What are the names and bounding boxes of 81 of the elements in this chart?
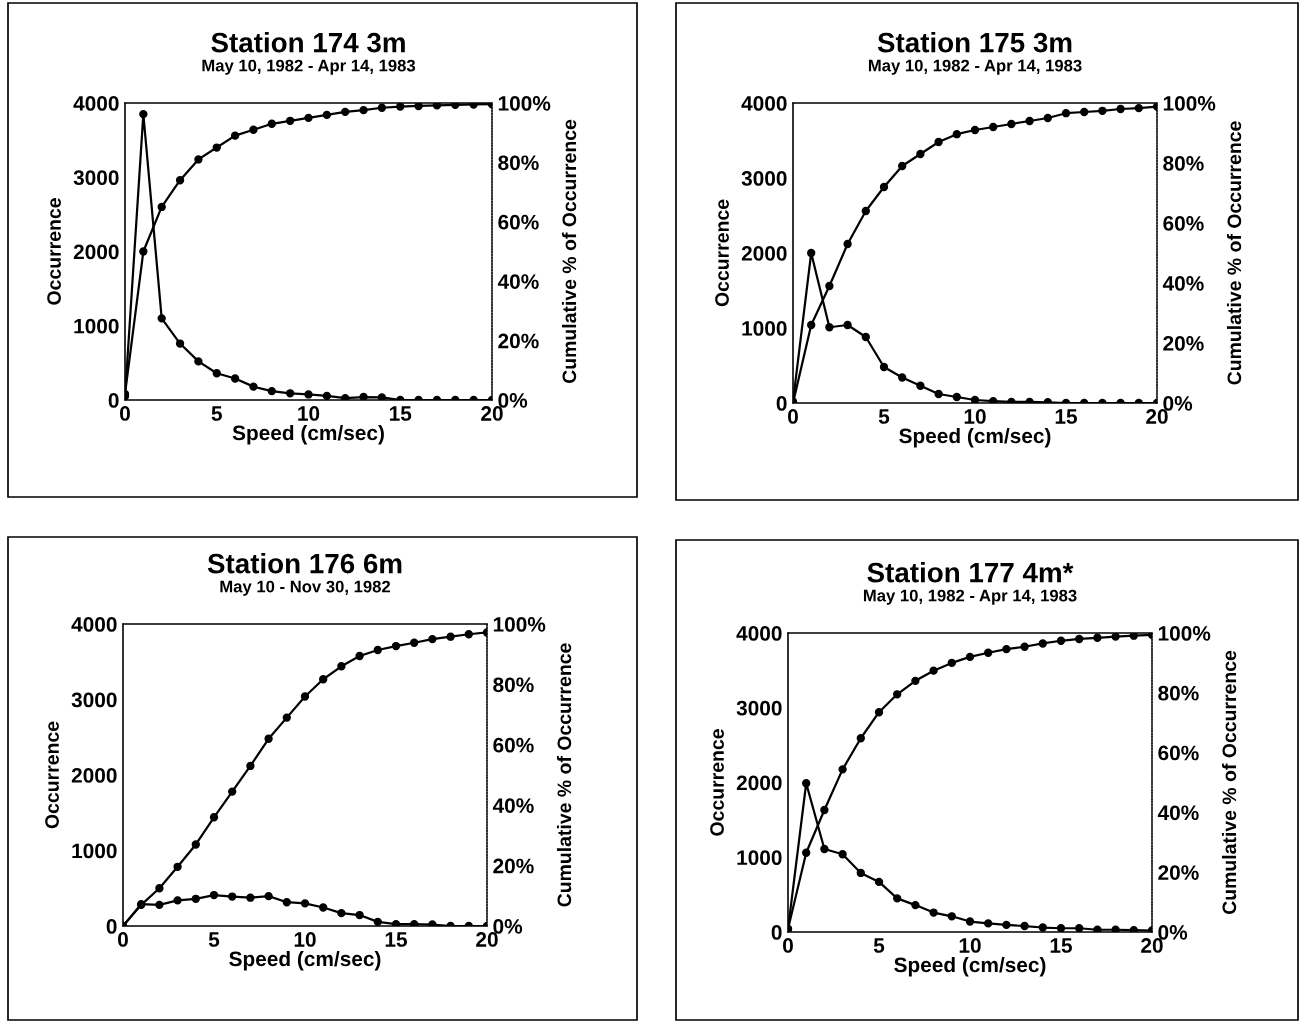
- y2-tick-label: 100%: [498, 96, 551, 111]
- chart-title: Station 177 4m*: [867, 562, 1074, 583]
- x-tick-label: 0: [788, 409, 798, 424]
- y-tick-label: 0: [108, 393, 119, 408]
- x-tick-label: 10: [959, 938, 981, 953]
- y2-tick-label: 60%: [493, 737, 534, 753]
- y-tick-label: 0: [106, 919, 117, 934]
- x-axis-title: Speed (cm/sec): [232, 424, 384, 445]
- x-tick-label: 5: [873, 938, 885, 953]
- y-tick-label: 3000: [71, 692, 117, 708]
- y2-tick-label: 60%: [498, 214, 539, 230]
- y-tick-label: 3000: [736, 700, 782, 716]
- chart-subtitle: May 10, 1982 - Apr 14, 1983: [868, 59, 1082, 75]
- y2-axis-title: Cumulative % of Occurrence: [556, 643, 572, 907]
- y2-axis-title: Cumulative % of Occurrence: [561, 119, 577, 384]
- y-axis-title: Occurrence: [47, 198, 61, 305]
- y2-tick-label: 100%: [1158, 626, 1211, 641]
- x-tick-label: 10: [294, 932, 316, 947]
- x-axis-title: Speed (cm/sec): [899, 427, 1051, 448]
- y-tick-label: 0: [776, 396, 787, 411]
- x-tick-label: 20: [481, 406, 503, 421]
- x-tick-label: 15: [1050, 938, 1073, 953]
- x-tick-label: 10: [298, 406, 320, 421]
- y2-tick-label: 100%: [493, 617, 546, 632]
- y-tick-label: 4000: [71, 617, 117, 632]
- y-tick-label: 4000: [736, 626, 782, 641]
- chart-title: Station 175 3m: [877, 32, 1072, 53]
- y2-tick-label: 80%: [493, 677, 534, 693]
- y-tick-label: 1000: [737, 850, 782, 865]
- y2-tick-label: 0%: [1158, 925, 1188, 940]
- y2-axis-title: Cumulative % of Occurrence: [1226, 121, 1242, 385]
- y2-tick-label: 80%: [498, 155, 539, 171]
- y-tick-label: 4000: [741, 96, 787, 111]
- y2-axis-title: Cumulative % of Occurrence: [1221, 650, 1237, 915]
- y-tick-label: 2000: [741, 246, 787, 261]
- y-tick-label: 4000: [73, 96, 119, 111]
- chart-title: Station 176 6m: [207, 553, 402, 574]
- y-axis-title: Occurrence: [710, 729, 724, 836]
- x-tick-label: 20: [1146, 409, 1168, 424]
- x-tick-label: 5: [211, 406, 222, 421]
- y2-tick-label: 40%: [492, 798, 534, 813]
- x-tick-label: 15: [385, 932, 408, 947]
- y2-tick-label: 100%: [1163, 96, 1216, 111]
- y2-tick-label: 60%: [1158, 745, 1199, 761]
- x-tick-label: 5: [878, 409, 890, 424]
- y-axis-title: Occurrence: [715, 199, 729, 307]
- y-axis-title: Occurrence: [45, 721, 59, 829]
- y-tick-label: 3000: [73, 170, 119, 186]
- chart-title: Station 174 3m: [211, 32, 405, 53]
- y-tick-label: 1000: [742, 321, 787, 336]
- x-tick-label: 20: [476, 932, 498, 947]
- y2-tick-label: 80%: [1158, 685, 1199, 701]
- y2-tick-label: 40%: [1162, 276, 1204, 291]
- y2-tick-label: 40%: [497, 274, 539, 289]
- y-tick-label: 2000: [71, 768, 117, 783]
- y-tick-label: 2000: [73, 244, 119, 260]
- y-tick-label: 2000: [736, 775, 782, 791]
- y-tick-label: 3000: [741, 171, 787, 186]
- y2-tick-label: 40%: [1157, 805, 1199, 821]
- y-tick-label: 1000: [74, 318, 119, 334]
- x-axis-title: Speed (cm/sec): [894, 956, 1046, 977]
- x-tick-label: 10: [964, 409, 986, 424]
- x-tick-label: 5: [208, 932, 220, 947]
- x-tick-label: 20: [1141, 938, 1163, 953]
- y2-tick-label: 0%: [498, 393, 528, 408]
- x-axis-title: Speed (cm/sec): [229, 950, 381, 971]
- chart-subtitle: May 10, 1982 - Apr 14, 1983: [863, 589, 1077, 605]
- y2-tick-label: 80%: [1163, 156, 1204, 171]
- y-tick-label: 1000: [72, 843, 117, 859]
- chart-subtitle: May 10 - Nov 30, 1982: [220, 580, 391, 596]
- y2-tick-label: 20%: [1163, 336, 1204, 351]
- chart-subtitle: May 10, 1982 - Apr 14, 1983: [202, 59, 416, 75]
- x-tick-label: 15: [389, 406, 412, 421]
- y2-tick-label: 20%: [493, 858, 534, 874]
- x-tick-label: 15: [1055, 409, 1078, 424]
- y2-tick-label: 20%: [1158, 865, 1199, 880]
- y2-tick-label: 0%: [1163, 396, 1193, 411]
- y2-tick-label: 0%: [493, 919, 523, 934]
- x-tick-label: 0: [120, 406, 130, 421]
- y2-tick-label: 20%: [498, 333, 539, 349]
- y2-tick-label: 60%: [1163, 216, 1204, 231]
